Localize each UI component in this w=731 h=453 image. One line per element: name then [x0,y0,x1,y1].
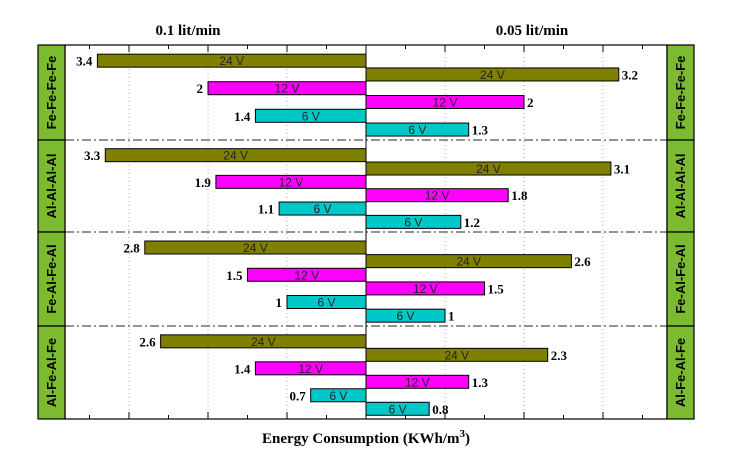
bar-value-label: 2.6 [574,254,591,269]
bar-voltage-label: 24 V [456,255,481,269]
bar-value-label: 2 [197,81,204,96]
bar-left-24v [144,240,367,255]
bar-value-label: 1.2 [464,215,480,230]
bar-value-label: 0.8 [432,402,449,417]
bar-voltage-label: 12 V [275,82,300,96]
bar-voltage-label: 12 V [294,268,319,282]
bar-voltage-label: 6 V [314,202,332,216]
bar-value-label: 2.3 [551,348,568,363]
bar-voltage-label: 24 V [476,162,501,176]
bar-voltage-label: 12 V [425,189,450,203]
x-axis-label-close: ) [465,431,470,447]
bar-voltage-label: 24 V [251,335,276,349]
bar-left-24v [160,334,367,349]
bar-right-12v [365,374,470,389]
bar-left-6v [286,295,367,310]
bar-voltage-label: 6 V [408,123,426,137]
bar-left-24v [96,53,367,68]
group-label-box-right [666,139,695,233]
bar-voltage-label: 12 V [279,175,304,189]
right-panel-title: 0.05 lit/min [496,23,569,39]
bar-right-24v [365,67,620,82]
group-label-box-right [666,231,695,327]
bar-value-label: 3.4 [76,54,93,69]
bar-right-6v [365,214,462,229]
bar-right-6v [365,401,430,416]
bar-voltage-label: 6 V [404,215,422,229]
x-axis-label-superscript: 3 [460,428,466,440]
bar-value-label: 3.1 [614,162,630,177]
group-label-box-left [37,44,66,141]
bar-left-12v [215,174,367,189]
x-axis-label-text: Energy Consumption (KWh/m [262,431,460,447]
bar-value-label: 3.3 [84,148,101,163]
bar-right-24v [365,347,549,362]
bar-value-label: 2 [527,95,534,110]
group-label-box-right [666,44,695,141]
bar-left-6v [310,388,367,403]
bar-voltage-label: 12 V [413,282,438,296]
bar-left-12v [247,267,367,282]
bar-right-24v [365,161,612,176]
bar-voltage-label: 12 V [405,375,430,389]
bar-voltage-label: 12 V [433,96,458,110]
bar-right-12v [365,281,485,296]
group-label-left: Al-Al-Al-Al [44,154,59,219]
bar-value-label: 1.4 [234,109,251,124]
bar-value-label: 3.2 [622,67,638,82]
bar-right-12v [365,95,525,109]
bar-voltage-label: 6 V [317,296,335,310]
left-panel-title: 0.1 lit/min [155,23,221,39]
bar-right-24v [365,254,572,269]
bar-right-6v [365,308,446,323]
bar-voltage-label: 6 V [389,402,407,416]
group-label-left: Al-Fe-Al-Fe [44,338,59,407]
x-axis-ticks [89,45,643,419]
group-labels: Fe-Fe-Fe-Fe Fe-Fe-Fe-Fe Al-Al-Al-Al Al-Al-A… [37,44,695,420]
bar-right-6v [365,122,470,137]
bar-value-label: 1.1 [258,202,274,217]
group-label-left: Fe-Al-Fe-Al [44,244,59,313]
bar-value-label: 1.3 [472,123,489,138]
group-label-box-right [666,325,695,420]
bar-value-label: 1.9 [195,175,212,190]
group-label-box-left [37,325,66,420]
bar-voltage-label: 24 V [223,149,248,163]
bar-voltage-label: 24 V [243,241,268,255]
bar-voltage-label: 6 V [329,389,347,403]
bar-left-12v [207,81,367,96]
bar-left-6v [278,201,367,216]
bar-voltage-label: 24 V [480,68,505,82]
bar-voltage-label: 24 V [219,54,244,68]
bar-right-12v [365,188,509,203]
bar-voltage-label: 6 V [302,109,320,123]
bar-left-12v [254,361,367,376]
bar-voltage-label: 24 V [445,348,470,362]
bars [96,53,620,416]
bar-value-label: 1 [276,295,283,310]
group-label-left: Fe-Fe-Fe-Fe [44,56,59,130]
bar-value-label: 2.8 [124,241,141,256]
bar-value-label: 2.6 [139,334,156,349]
bar-value-label: 1.5 [488,281,505,296]
bar-value-label: 1.3 [472,375,489,390]
bar-value-label: 1.4 [234,361,251,376]
x-axis-label: Energy Consumption (KWh/m3) [262,428,470,447]
bar-left-6v [254,108,367,123]
group-label-right: Fe-Fe-Fe-Fe [673,56,688,130]
group-label-right: Al-Fe-Al-Fe [673,338,688,407]
bar-value-label: 0.7 [289,388,306,403]
bar-voltage-label: 12 V [298,362,323,376]
group-label-right: Fe-Al-Fe-Al [673,244,688,313]
bar-value-label: 1 [448,309,455,324]
bar-value-label: 1.8 [511,188,528,203]
group-label-box-left [37,231,66,327]
bar-value-label: 1.5 [226,268,243,283]
bar-voltage-label: 6 V [396,309,414,323]
group-label-right: Al-Al-Al-Al [673,154,688,219]
bar-left-24v [104,148,367,163]
